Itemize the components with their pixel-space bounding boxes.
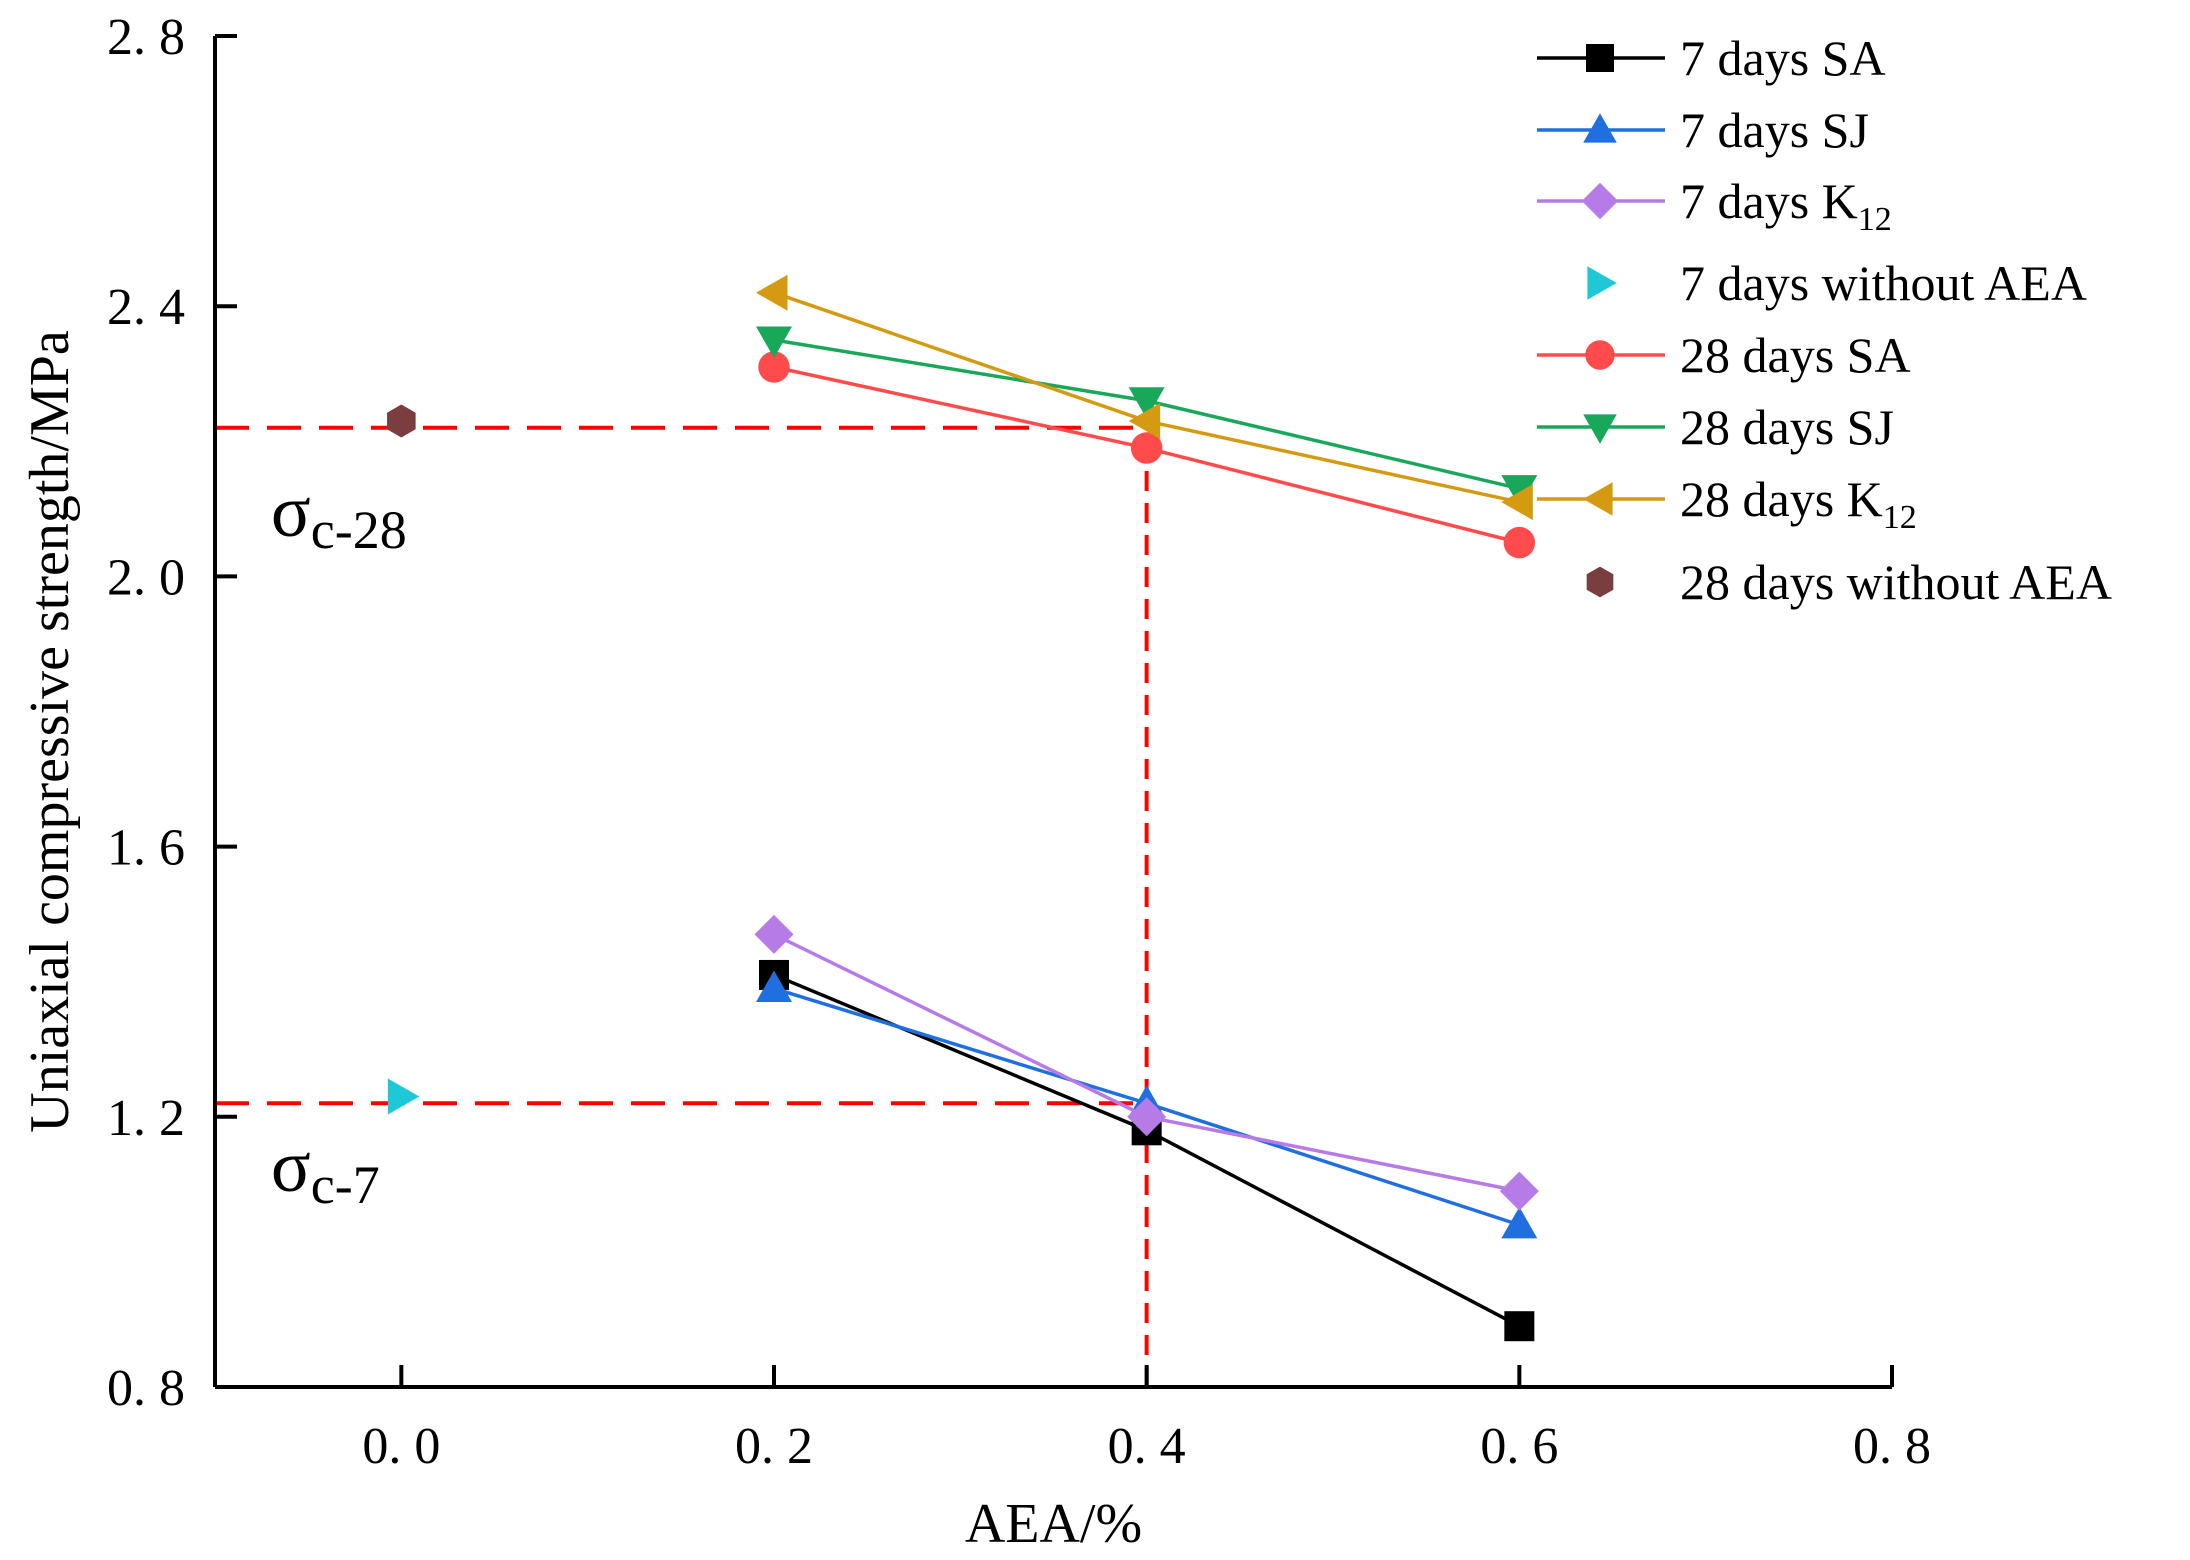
- point-28-days-sa-1: [1130, 432, 1163, 464]
- point-28-days-k12-2: [1501, 484, 1533, 521]
- legend-marker-7-days-sa: [1586, 44, 1614, 72]
- x-tick-label-1: 0. 2: [735, 1418, 813, 1475]
- legend-label-28-days-sa: 28 days SA: [1680, 327, 1911, 383]
- sigma-c-28-label-symbol: σ: [271, 471, 311, 553]
- legend-label-28-days-sj: 28 days SJ: [1680, 399, 1894, 455]
- point-28-days-sj-2: [1501, 475, 1538, 507]
- x-tick-label-2: 0. 4: [1108, 1418, 1186, 1475]
- legend-label-main-7-days-sa: 7 days SA: [1680, 30, 1886, 86]
- point-7-days-sa-2: [1504, 1311, 1535, 1342]
- point-7-days-without-aea-0: [387, 1078, 420, 1115]
- legend-label-7-days-k12: 7 days K12: [1680, 173, 1892, 238]
- point-28-days-sa-0: [758, 351, 790, 383]
- legend-label-main-7-days-sj: 7 days SJ: [1680, 102, 1869, 158]
- series-7-days-without-aea: [387, 1078, 420, 1115]
- x-tick-label-3: 0. 6: [1480, 1418, 1558, 1475]
- point-7-days-k12-2: [1499, 1171, 1539, 1211]
- series-28-days-without-aea: [387, 404, 416, 438]
- y-axis-title: Uniaxial compressive strength/MPa: [19, 330, 81, 1133]
- legend-label-7-days-without-aea: 7 days without AEA: [1680, 255, 2087, 311]
- sigma-c-7-label-subscript: c-7: [311, 1155, 380, 1215]
- series-28-days-sj: [756, 326, 1538, 507]
- y-tick-label-0: 0. 8: [107, 1360, 185, 1417]
- legend-item-28-days-sa: 28 days SA: [1537, 327, 1911, 383]
- sigma-c-7-label-symbol: σ: [271, 1126, 311, 1208]
- legend-item-28-days-sj: 28 days SJ: [1537, 399, 1894, 455]
- x-axis-title: AEA/%: [965, 1493, 1142, 1555]
- legend-marker-28-days-k12: [1583, 482, 1613, 516]
- x-tick-label-0: 0. 0: [362, 1418, 440, 1475]
- point-28-days-sj-0: [756, 326, 792, 358]
- legend-item-7-days-without-aea: 7 days without AEA: [1587, 255, 2087, 311]
- legend-label-main-28-days-k12: 28 days K: [1680, 471, 1883, 527]
- y-tick-label-4: 2. 4: [107, 279, 185, 336]
- legend-label-7-days-sj: 7 days SJ: [1680, 102, 1869, 158]
- legend-label-main-28-days-sa: 28 days SA: [1680, 327, 1911, 383]
- series-28-days-k12: [756, 274, 1533, 521]
- x-tick-label-4: 0. 8: [1853, 1418, 1931, 1475]
- point-28-days-without-aea-0: [387, 404, 416, 438]
- legend-label-sub-7-days-k12: 12: [1858, 201, 1892, 238]
- legend-label-sub-28-days-k12: 12: [1883, 499, 1917, 536]
- legend-item-7-days-sj: 7 days SJ: [1537, 102, 1869, 158]
- y-tick-label-3: 2. 0: [107, 549, 185, 606]
- legend-item-7-days-sa: 7 days SA: [1537, 30, 1886, 86]
- point-7-days-k12-0: [754, 914, 794, 954]
- series-28-days-sa: [758, 351, 1536, 559]
- sigma-c-28-label: σc-28: [271, 471, 407, 560]
- series-7-days-k12: [754, 914, 1539, 1211]
- legend-marker-7-days-k12: [1581, 182, 1619, 220]
- legend-label-main-28-days-without-aea: 28 days without AEA: [1680, 554, 2112, 610]
- legend-label-main-7-days-k12: 7 days K: [1680, 173, 1858, 229]
- legend-item-28-days-k12: 28 days K12: [1537, 471, 1917, 536]
- y-tick-label-5: 2. 8: [107, 9, 185, 66]
- point-28-days-sa-2: [1503, 526, 1536, 559]
- legend-label-7-days-sa: 7 days SA: [1680, 30, 1886, 86]
- point-7-days-k12-1: [1127, 1097, 1167, 1137]
- legend-label-28-days-k12: 28 days K12: [1680, 471, 1917, 536]
- point-7-days-sj-2: [1501, 1206, 1538, 1239]
- legend-marker-28-days-without-aea: [1586, 566, 1614, 598]
- legend-label-main-7-days-without-aea: 7 days without AEA: [1680, 255, 2087, 311]
- legend-item-7-days-k12: 7 days K12: [1537, 173, 1892, 238]
- series-group: [387, 274, 1539, 1342]
- point-28-days-sj-1: [1128, 387, 1165, 419]
- point-7-days-sj-0: [756, 970, 792, 1002]
- y-tick-label-1: 1. 2: [107, 1090, 185, 1147]
- legend-marker-28-days-sa: [1585, 340, 1615, 370]
- legend-marker-28-days-sj: [1583, 414, 1617, 444]
- y-tick-label-2: 1. 6: [107, 820, 185, 877]
- legend-item-28-days-without-aea: 28 days without AEA: [1586, 554, 2112, 610]
- axes: 0. 8 1. 2 1. 6 2. 0 2. 4 2. 8 0. 0 0. 2 0. 4 0. 6…: [107, 9, 1931, 1475]
- legend-label-main-28-days-sj: 28 days SJ: [1680, 399, 1894, 455]
- legend-marker-7-days-sj: [1583, 113, 1617, 143]
- legend-label-28-days-without-aea: 28 days without AEA: [1680, 554, 2112, 610]
- point-28-days-k12-1: [1128, 403, 1161, 440]
- point-28-days-k12-0: [756, 274, 788, 311]
- legend-marker-7-days-without-aea: [1587, 266, 1617, 300]
- sigma-c-7-label: σc-7: [271, 1126, 380, 1215]
- sigma-c-28-label-subscript: c-28: [311, 500, 407, 560]
- reference-lines: [215, 425, 1149, 1387]
